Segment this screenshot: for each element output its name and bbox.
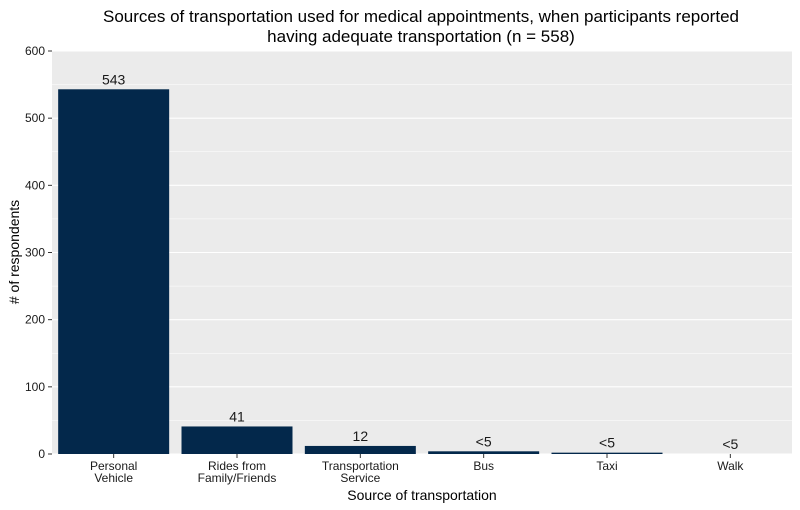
y-tick-label: 100 bbox=[25, 380, 45, 394]
x-tick-label-line: Rides from bbox=[208, 459, 266, 473]
y-axis-ticks: 0 100 200 300 400 500 600 bbox=[25, 44, 52, 461]
y-tick-label: 0 bbox=[38, 447, 45, 461]
x-tick-label: Transportation Service bbox=[322, 459, 399, 485]
x-tick-label: Walk bbox=[717, 459, 744, 473]
x-tick-label: Bus bbox=[473, 459, 494, 473]
x-tick-label-line: Taxi bbox=[596, 459, 617, 473]
y-tick-label: 400 bbox=[25, 178, 45, 192]
x-tick-label: Personal Vehicle bbox=[90, 459, 137, 485]
y-tick-label: 600 bbox=[25, 44, 45, 58]
data-labels: 543 41 12 <5 <5 <5 bbox=[102, 71, 739, 452]
bar-value-label: <5 bbox=[599, 435, 615, 451]
gridlines bbox=[52, 50, 792, 455]
chart-title-line-1: Sources of transportation used for medic… bbox=[103, 7, 739, 26]
x-tick-label-line: Personal bbox=[90, 459, 137, 473]
bar-value-label: <5 bbox=[722, 436, 738, 452]
x-tick-label-line: Family/Friends bbox=[198, 471, 277, 485]
bar bbox=[551, 452, 663, 454]
bar-value-label: 543 bbox=[102, 71, 126, 87]
bar bbox=[58, 89, 170, 454]
y-tick-label: 500 bbox=[25, 111, 45, 125]
bar-value-label: <5 bbox=[476, 433, 492, 449]
bar bbox=[181, 426, 293, 454]
y-axis-title: # of respondents bbox=[6, 200, 22, 304]
x-axis-title: Source of transportation bbox=[347, 487, 496, 503]
bars bbox=[58, 89, 663, 454]
x-tick-label-line: Walk bbox=[717, 459, 744, 473]
x-axis-ticks: Personal Vehicle Rides from Family/Friends T… bbox=[90, 454, 744, 485]
chart-title: Sources of transportation used for medic… bbox=[103, 7, 739, 46]
x-tick-label-line: Bus bbox=[473, 459, 494, 473]
chart-title-line-2: having adequate transportation (n = 558) bbox=[267, 27, 575, 46]
x-tick-label-line: Service bbox=[340, 471, 380, 485]
y-tick-label: 200 bbox=[25, 313, 45, 327]
y-tick-label: 300 bbox=[25, 246, 45, 260]
x-tick-label-line: Transportation bbox=[322, 459, 399, 473]
bar bbox=[304, 445, 416, 454]
x-tick-label: Rides from Family/Friends bbox=[198, 459, 277, 485]
bar-value-label: 12 bbox=[353, 428, 369, 444]
x-tick-label: Taxi bbox=[596, 459, 617, 473]
bar bbox=[428, 451, 540, 454]
x-tick-label-line: Vehicle bbox=[94, 471, 133, 485]
bar-value-label: 41 bbox=[229, 408, 245, 424]
